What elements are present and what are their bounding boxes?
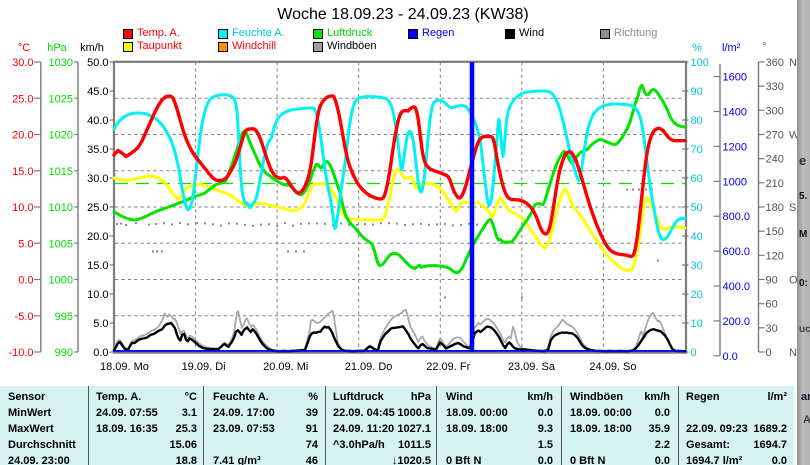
svg-text:1030: 1030 (49, 57, 73, 69)
svg-text:1020: 1020 (49, 130, 73, 142)
svg-text:600.0: 600.0 (723, 246, 751, 258)
svg-text:15.0: 15.0 (87, 260, 108, 272)
svg-text:21.09. Do: 21.09. Do (345, 361, 393, 373)
svg-text:1010: 1010 (49, 202, 73, 214)
svg-text:°: ° (762, 41, 766, 53)
svg-text:90: 90 (766, 275, 778, 287)
svg-text:24.09. So: 24.09. So (589, 361, 636, 373)
svg-text:300: 300 (766, 105, 784, 117)
svg-text:30: 30 (766, 323, 778, 335)
svg-text:0: 0 (691, 347, 697, 359)
svg-text:30: 30 (691, 260, 703, 272)
svg-text:0.0: 0.0 (723, 351, 738, 363)
svg-text:1200: 1200 (723, 141, 747, 153)
svg-text:0: 0 (766, 347, 772, 359)
svg-text:%: % (692, 42, 702, 54)
svg-text:0.0: 0.0 (18, 275, 33, 287)
svg-text:5.0: 5.0 (93, 318, 108, 330)
svg-text:60: 60 (766, 299, 778, 311)
svg-text:1400: 1400 (723, 107, 747, 119)
svg-text:50.0: 50.0 (87, 57, 108, 69)
svg-text:N: N (789, 57, 797, 69)
svg-text:1015: 1015 (49, 166, 73, 178)
svg-text:1005: 1005 (49, 238, 73, 250)
svg-text:210: 210 (766, 178, 784, 190)
svg-text:995: 995 (55, 311, 73, 323)
svg-text:270: 270 (766, 130, 784, 142)
svg-text:240: 240 (766, 154, 784, 166)
svg-text:990: 990 (55, 347, 73, 359)
svg-text:20.0: 20.0 (87, 231, 108, 243)
svg-text:-10.0: -10.0 (8, 347, 33, 359)
svg-text:20: 20 (691, 289, 703, 301)
svg-text:l/m²: l/m² (722, 42, 741, 54)
svg-text:25.0: 25.0 (12, 93, 33, 105)
svg-text:40: 40 (691, 231, 703, 243)
svg-text:23.09. Sa: 23.09. Sa (508, 361, 556, 373)
svg-text:19.09. Di: 19.09. Di (182, 361, 226, 373)
svg-text:150: 150 (766, 226, 784, 238)
svg-text:40.0: 40.0 (87, 115, 108, 127)
svg-text:-5.0: -5.0 (15, 311, 34, 323)
svg-text:18.09. Mo: 18.09. Mo (100, 361, 149, 373)
svg-text:10.0: 10.0 (12, 202, 33, 214)
svg-text:1600: 1600 (723, 72, 747, 84)
svg-text:W: W (789, 130, 800, 142)
svg-text:km/h: km/h (80, 42, 104, 54)
svg-text:N: N (789, 347, 797, 359)
svg-text:100: 100 (691, 57, 709, 69)
svg-text:800.0: 800.0 (723, 211, 751, 223)
svg-text:50: 50 (691, 202, 703, 214)
svg-text:330: 330 (766, 81, 784, 93)
svg-text:200.0: 200.0 (723, 316, 751, 328)
svg-text:1000: 1000 (723, 176, 747, 188)
svg-text:hPa: hPa (47, 42, 67, 54)
svg-text:20.0: 20.0 (12, 130, 33, 142)
svg-text:15.0: 15.0 (12, 166, 33, 178)
svg-text:20.09. Mi: 20.09. Mi (263, 361, 308, 373)
svg-text:O: O (789, 275, 798, 287)
svg-text:10.0: 10.0 (87, 289, 108, 301)
svg-text:80: 80 (691, 115, 703, 127)
svg-text:5.0: 5.0 (18, 238, 33, 250)
svg-text:S: S (789, 202, 796, 214)
svg-text:60: 60 (691, 173, 703, 185)
svg-text:30.0: 30.0 (87, 173, 108, 185)
svg-text:400.0: 400.0 (723, 281, 751, 293)
svg-text:70: 70 (691, 144, 703, 156)
svg-text:30.0: 30.0 (12, 57, 33, 69)
svg-text:1000: 1000 (49, 275, 73, 287)
svg-text:45.0: 45.0 (87, 86, 108, 98)
svg-text:°C: °C (18, 42, 30, 54)
svg-text:10: 10 (691, 318, 703, 330)
svg-text:360: 360 (766, 57, 784, 69)
svg-text:22.09. Fr: 22.09. Fr (426, 361, 470, 373)
svg-text:1025: 1025 (49, 93, 73, 105)
svg-text:180: 180 (766, 202, 784, 214)
svg-text:120: 120 (766, 250, 784, 262)
svg-text:90: 90 (691, 86, 703, 98)
svg-text:0.0: 0.0 (93, 347, 108, 359)
svg-text:35.0: 35.0 (87, 144, 108, 156)
svg-text:25.0: 25.0 (87, 202, 108, 214)
